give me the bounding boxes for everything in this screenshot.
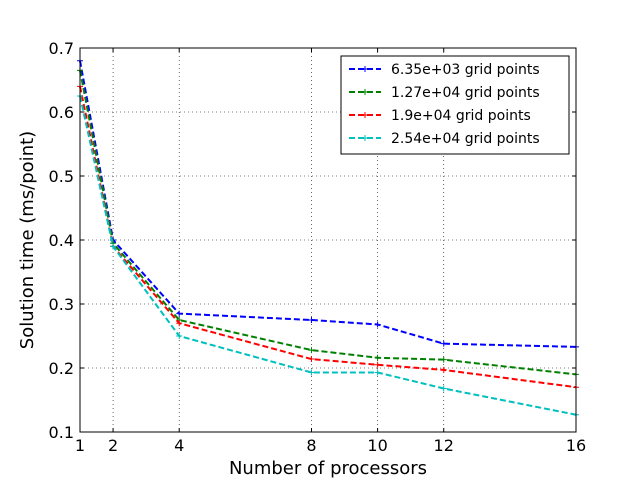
legend: 6.35e+03 grid points 1.27e+04 grid points… (340, 55, 570, 155)
y-tick-label: 0.1 (49, 423, 74, 442)
x-tick-label: 2 (108, 436, 118, 455)
data-point (374, 369, 381, 376)
legend-marker (362, 89, 368, 95)
y-axis-label: Solution time (ms/point) (17, 131, 38, 349)
x-axis-label: Number of processors (229, 458, 427, 479)
y-tick-labels: 0.1 0.2 0.3 0.4 0.5 0.6 0.7 (49, 39, 74, 442)
data-point (440, 356, 447, 363)
x-tick-label: 4 (174, 436, 184, 455)
data-point (176, 320, 183, 327)
data-point (440, 366, 447, 373)
y-tick-label: 0.7 (49, 39, 74, 58)
legend-marker (362, 135, 368, 141)
legend-label: 6.35e+03 grid points (391, 62, 540, 78)
legend-marker (362, 66, 368, 72)
data-point (308, 347, 315, 354)
x-tick-label: 12 (434, 436, 454, 455)
data-point (176, 333, 183, 339)
data-point (308, 317, 315, 323)
x-tick-label: 8 (306, 436, 316, 455)
data-point (110, 243, 117, 250)
data-point (308, 369, 315, 376)
y-tick-label: 0.4 (49, 231, 74, 250)
data-point (440, 340, 447, 347)
data-point (374, 354, 381, 361)
legend-marker (362, 112, 368, 118)
legend-label: 2.54e+04 grid points (391, 131, 540, 147)
x-tick-labels: 1 2 4 8 10 12 16 (75, 436, 586, 455)
x-tick-label: 16 (566, 436, 586, 455)
y-tick-label: 0.3 (49, 295, 74, 314)
ticks (79, 47, 577, 433)
data-point (308, 356, 315, 363)
y-tick-label: 0.6 (49, 103, 74, 122)
data-point (374, 321, 381, 328)
data-point (374, 361, 381, 368)
data-point (440, 385, 447, 392)
data-point (176, 310, 183, 317)
y-tick-label: 0.2 (49, 359, 74, 378)
x-tick-label: 1 (75, 436, 85, 455)
y-tick-label: 0.5 (49, 167, 74, 186)
legend-label: 1.27e+04 grid points (391, 85, 540, 101)
x-tick-label: 10 (367, 436, 387, 455)
legend-label: 1.9e+04 grid points (391, 108, 531, 124)
